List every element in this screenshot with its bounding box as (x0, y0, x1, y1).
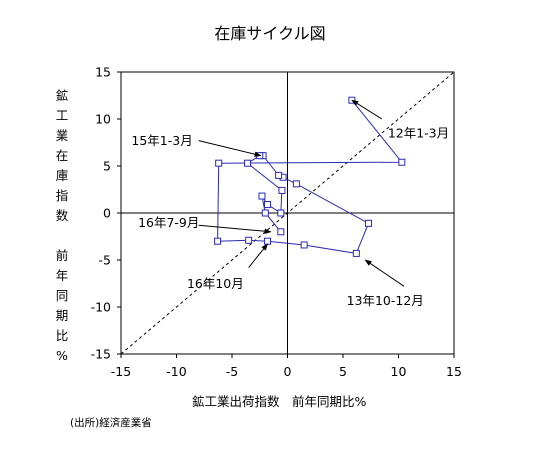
data-point (214, 237, 222, 245)
data-point (352, 249, 360, 257)
data-point (300, 241, 308, 249)
data-point (292, 180, 300, 188)
y-tick-label: 10 (95, 112, 111, 127)
y-tick-label: 5 (103, 159, 111, 174)
annotation-arrow (248, 243, 268, 268)
x-tick-label: -15 (111, 364, 131, 379)
reference-diagonal-line (120, 71, 455, 355)
y-axis-label-char: 同 (55, 288, 69, 303)
annotation-arrow (198, 140, 262, 157)
data-point (264, 237, 272, 245)
source-note: (出所)経済産業省 (70, 417, 152, 429)
data-point (277, 228, 285, 236)
data-point (215, 159, 223, 167)
annotation-label: 12年1-3月 (388, 126, 449, 141)
y-axis-label-char: 指 (55, 188, 69, 203)
y-axis-label-char: 業 (55, 128, 69, 143)
x-tick-label: 0 (284, 364, 292, 379)
y-axis-label: 鉱工業在庫指数 前年同期比% (52, 86, 72, 366)
y-axis-label-char: 期 (55, 308, 69, 323)
y-axis-label-char: 年 (55, 268, 69, 283)
chart-title: 在庫サイクル図 (214, 24, 326, 43)
y-tick-label: 15 (95, 65, 111, 80)
data-point (261, 209, 269, 217)
data-point (277, 209, 285, 217)
data-point (278, 186, 286, 194)
data-point (244, 159, 252, 167)
annotation-arrow (351, 99, 383, 120)
y-axis-label-char: 鉱 (55, 88, 69, 103)
x-tick-label: 5 (339, 364, 347, 379)
y-tick-label: -10 (91, 300, 111, 315)
y-tick-label: -5 (99, 253, 111, 268)
annotation-arrow (198, 224, 272, 235)
x-axis-label: 鉱工業出荷指数 前年同期比% (192, 394, 367, 409)
data-point (365, 219, 373, 227)
y-axis-label-char: 庫 (55, 168, 69, 183)
annotation-arrow (364, 259, 405, 287)
y-axis-label-char: % (56, 348, 68, 363)
y-tick-label: 0 (103, 206, 111, 221)
data-point (245, 236, 253, 244)
annotation-label: 13年10-12月 (347, 293, 424, 308)
x-tick-label: -5 (226, 364, 238, 379)
annotation-label: 16年7-9月 (138, 215, 199, 230)
x-tick-label: -10 (166, 364, 186, 379)
y-axis-label-char: 在 (55, 148, 69, 163)
data-point (264, 201, 272, 209)
x-tick-label: 15 (446, 364, 462, 379)
annotation-label: 15年1-3月 (131, 133, 192, 148)
y-axis-label-char: 工 (55, 108, 69, 123)
x-tick-label: 10 (391, 364, 407, 379)
y-axis-label-char: 前 (55, 248, 69, 263)
series-line (217, 99, 403, 254)
data-point (398, 158, 406, 166)
y-axis-label-char: 数 (55, 208, 69, 223)
y-tick-label: -15 (91, 347, 111, 362)
annotation-label: 16年10月 (187, 276, 244, 291)
data-point (275, 171, 283, 179)
y-axis-label-char: 比 (55, 328, 69, 343)
data-point (258, 192, 266, 200)
